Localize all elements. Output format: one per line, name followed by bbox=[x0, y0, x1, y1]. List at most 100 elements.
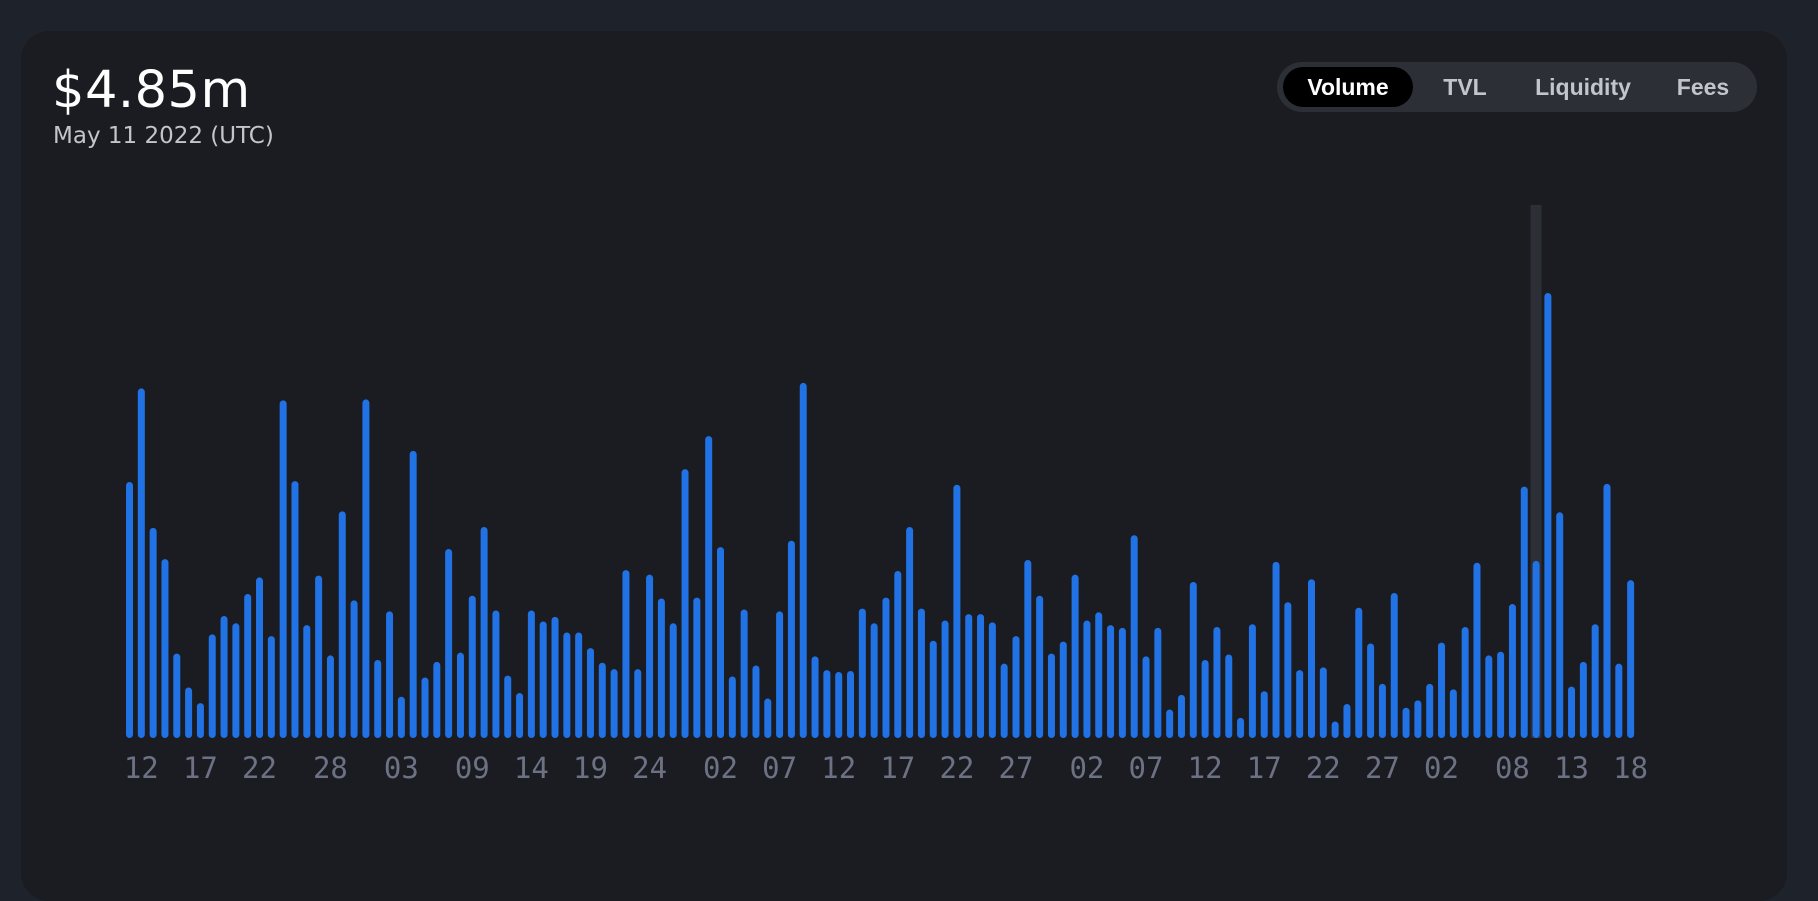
bar[interactable] bbox=[232, 623, 240, 738]
bar[interactable] bbox=[870, 623, 878, 738]
bar[interactable] bbox=[1485, 655, 1493, 738]
bar[interactable] bbox=[894, 571, 902, 738]
bar[interactable] bbox=[752, 665, 760, 738]
bar[interactable] bbox=[1177, 694, 1185, 738]
bar[interactable] bbox=[161, 559, 169, 738]
bar[interactable] bbox=[728, 676, 736, 738]
bar[interactable] bbox=[1071, 574, 1079, 738]
bar[interactable] bbox=[1118, 627, 1126, 738]
bar[interactable] bbox=[1473, 562, 1481, 738]
bar[interactable] bbox=[1579, 661, 1587, 738]
bar[interactable] bbox=[977, 614, 985, 738]
bar[interactable] bbox=[787, 540, 795, 738]
bar[interactable] bbox=[1627, 580, 1635, 738]
bar[interactable] bbox=[1284, 602, 1292, 738]
bar[interactable] bbox=[492, 610, 500, 738]
bar[interactable] bbox=[1260, 691, 1268, 738]
bar[interactable] bbox=[338, 511, 346, 738]
bar[interactable] bbox=[1272, 561, 1280, 738]
bar[interactable] bbox=[1497, 651, 1505, 738]
bar[interactable] bbox=[1426, 683, 1434, 738]
bar[interactable] bbox=[1296, 670, 1304, 738]
bar[interactable] bbox=[279, 400, 287, 738]
bar[interactable] bbox=[1012, 636, 1020, 738]
bar[interactable] bbox=[1000, 663, 1008, 738]
bar[interactable] bbox=[681, 469, 689, 738]
bar[interactable] bbox=[693, 597, 701, 738]
bar[interactable] bbox=[1237, 717, 1245, 738]
bar[interactable] bbox=[374, 660, 382, 738]
bar[interactable] bbox=[858, 608, 866, 738]
bar[interactable] bbox=[988, 622, 996, 738]
bar[interactable] bbox=[598, 662, 606, 738]
bar[interactable] bbox=[1449, 689, 1457, 738]
bar[interactable] bbox=[1047, 653, 1055, 738]
bar[interactable] bbox=[256, 577, 264, 738]
bar[interactable] bbox=[1248, 624, 1256, 738]
bar[interactable] bbox=[1532, 560, 1540, 738]
bar[interactable] bbox=[291, 481, 299, 738]
bar[interactable] bbox=[1615, 663, 1623, 738]
bar[interactable] bbox=[149, 527, 157, 738]
bar[interactable] bbox=[220, 615, 228, 738]
bar[interactable] bbox=[1355, 607, 1363, 738]
bar[interactable] bbox=[137, 388, 145, 738]
bar[interactable] bbox=[740, 609, 748, 738]
bar[interactable] bbox=[516, 693, 524, 738]
bar[interactable] bbox=[1544, 293, 1552, 738]
tab-volume[interactable]: Volume bbox=[1283, 67, 1413, 107]
bar[interactable] bbox=[646, 574, 654, 738]
bar[interactable] bbox=[445, 548, 453, 738]
bar[interactable] bbox=[799, 382, 807, 738]
bar[interactable] bbox=[480, 526, 488, 738]
bar[interactable] bbox=[267, 636, 275, 738]
bar[interactable] bbox=[1343, 704, 1351, 738]
bar[interactable] bbox=[823, 670, 831, 738]
bar[interactable] bbox=[1107, 625, 1115, 738]
bar[interactable] bbox=[705, 436, 713, 738]
bar[interactable] bbox=[847, 671, 855, 738]
tab-fees[interactable]: Fees bbox=[1676, 74, 1730, 100]
bar[interactable] bbox=[1390, 593, 1398, 738]
bar[interactable] bbox=[811, 656, 819, 738]
bar[interactable] bbox=[433, 661, 441, 738]
bar[interactable] bbox=[386, 611, 394, 738]
bar[interactable] bbox=[1201, 660, 1209, 738]
bar[interactable] bbox=[1130, 535, 1138, 738]
bar[interactable] bbox=[929, 640, 937, 738]
bar[interactable] bbox=[1603, 483, 1611, 738]
bar[interactable] bbox=[1520, 486, 1528, 738]
bar[interactable] bbox=[941, 620, 949, 738]
bar[interactable] bbox=[586, 648, 594, 738]
bar[interactable] bbox=[669, 623, 677, 738]
bar[interactable] bbox=[1378, 683, 1386, 738]
bar[interactable] bbox=[539, 621, 547, 738]
bar[interactable] bbox=[1308, 579, 1315, 738]
volume-bar-chart[interactable]: 12 17 22 28 03 09 14 19 24 02 07 12 17 22 27 02 07 12 17 22… bbox=[21, 31, 1787, 878]
bar[interactable] bbox=[657, 598, 665, 738]
bar[interactable] bbox=[1166, 709, 1174, 738]
bar[interactable] bbox=[1095, 612, 1103, 738]
bar[interactable] bbox=[303, 625, 311, 738]
bar[interactable] bbox=[1508, 604, 1516, 738]
bar[interactable] bbox=[1189, 582, 1197, 738]
bar[interactable] bbox=[244, 593, 252, 738]
bar[interactable] bbox=[185, 687, 193, 738]
bar[interactable] bbox=[1414, 700, 1422, 738]
bar[interactable] bbox=[551, 616, 559, 738]
bar[interactable] bbox=[350, 600, 358, 738]
bar[interactable] bbox=[1225, 654, 1233, 738]
bar[interactable] bbox=[1367, 643, 1375, 738]
bar[interactable] bbox=[362, 399, 370, 738]
bar[interactable] bbox=[326, 655, 334, 738]
bar[interactable] bbox=[1331, 721, 1339, 738]
bar[interactable] bbox=[882, 597, 890, 738]
bar[interactable] bbox=[1591, 624, 1599, 738]
bar[interactable] bbox=[622, 570, 630, 738]
tab-tvl[interactable]: TVL bbox=[1443, 74, 1487, 100]
bar[interactable] bbox=[126, 482, 133, 738]
bar[interactable] bbox=[421, 677, 429, 738]
bar[interactable] bbox=[1461, 626, 1469, 738]
bar[interactable] bbox=[1568, 686, 1576, 738]
bar[interactable] bbox=[1213, 626, 1221, 738]
